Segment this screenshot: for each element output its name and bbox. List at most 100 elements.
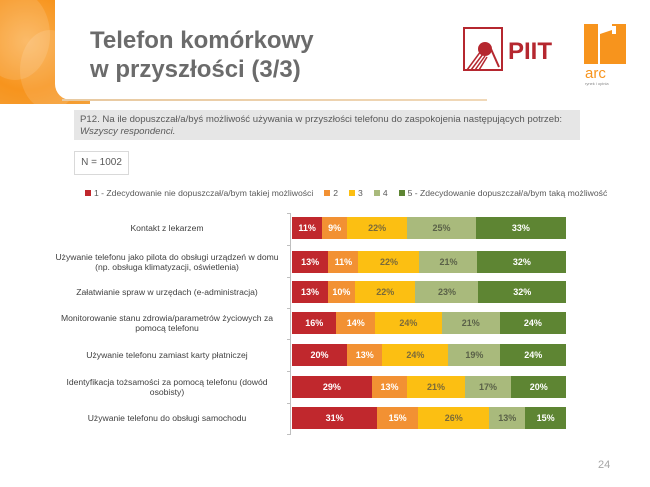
legend-label: 2 <box>333 188 339 198</box>
bar-segment: 32% <box>478 281 567 303</box>
data-label: 26% <box>444 413 463 423</box>
data-label: 24% <box>406 350 425 360</box>
bar-segment: 20% <box>511 376 567 398</box>
bar-segment: 11% <box>328 251 359 273</box>
category-label-line: Używanie telefonu do obsługi samochodu <box>87 412 247 423</box>
axis-tick <box>287 213 290 214</box>
legend-swatch <box>85 190 91 196</box>
data-label: 11% <box>334 257 353 267</box>
data-label: 24% <box>524 350 543 360</box>
piit-logo: PIIT <box>463 27 552 71</box>
bar-segment: 16% <box>292 312 337 334</box>
slide-title-line1: Telefon komórkowy <box>90 27 314 54</box>
question-text: P12. Na ile dopuszczał/a/byś możliwość u… <box>80 114 563 125</box>
category-label-line: (np. obsługa klimatyzacji, oświetlenia) <box>95 262 239 272</box>
axis-tick <box>287 403 290 404</box>
axis-tick <box>287 245 290 246</box>
data-label: 13% <box>355 350 374 360</box>
bar-segment: 21% <box>441 312 500 334</box>
data-label: 13% <box>300 287 319 297</box>
category-label-line: Kontakt z lekarzem <box>130 222 204 233</box>
data-label: 13% <box>380 382 399 392</box>
data-label: 22% <box>368 223 387 233</box>
data-label: 22% <box>376 287 395 297</box>
data-label: 23% <box>437 287 456 297</box>
data-label: 21% <box>439 257 458 267</box>
bar-segment: 33% <box>475 217 567 239</box>
axis-tick <box>287 308 290 309</box>
category-label-line: Monitorowanie stanu zdrowia/parametrów ż… <box>60 312 274 323</box>
bar-segment: 13% <box>292 251 329 273</box>
data-label: 11% <box>298 223 316 233</box>
category-label-line: Identyfikacja tożsamości za pomocą telef… <box>66 376 268 387</box>
category-label-line: pomocą telefonu <box>135 323 199 333</box>
bar-segment: 15% <box>376 407 419 429</box>
legend-item: 4 <box>373 188 388 198</box>
legend-swatch <box>398 190 405 196</box>
bar-segment: 24% <box>382 344 449 366</box>
arc-logo-tagline: rynek i opinia <box>585 81 609 86</box>
legend-label: 3 <box>358 188 363 198</box>
data-label: 15% <box>536 413 555 423</box>
data-label: 24% <box>399 318 418 328</box>
bar-segment: 11% <box>292 217 323 239</box>
axis-tick <box>287 339 290 340</box>
bar-segment: 13% <box>489 407 526 429</box>
data-label: 20% <box>529 382 548 392</box>
data-label: 33% <box>511 223 530 233</box>
data-label: 9% <box>328 223 342 233</box>
bar-segment: 20% <box>292 344 348 366</box>
data-label: 24% <box>523 318 542 328</box>
bar-segment: 26% <box>418 407 490 429</box>
bar-segment: 24% <box>499 312 567 334</box>
bar-segment: 22% <box>358 251 420 273</box>
data-label: 21% <box>426 382 445 392</box>
page-number: 24 <box>598 459 611 471</box>
category-label: Używanie telefonu jako pilota do obsługi… <box>47 252 287 273</box>
data-label: 29% <box>322 382 341 392</box>
bar-segment: 24% <box>375 312 442 334</box>
legend-item: 3 <box>349 188 363 198</box>
category-label: Monitorowanie stanu zdrowia/parametrów ż… <box>47 313 287 334</box>
question-box: P12. Na ile dopuszczał/a/byś możliwość u… <box>74 110 580 140</box>
bar-segment: 15% <box>524 407 567 429</box>
respondents-note: Wszyscy respondenci. <box>80 126 176 137</box>
data-label: 10% <box>332 287 351 297</box>
bar-segment: 25% <box>407 217 476 239</box>
legend-item: 2 <box>324 188 338 198</box>
sample-size-badge: N = 1002 <box>74 151 129 175</box>
category-label-line: Używanie telefonu jako pilota do obsługi… <box>55 251 279 262</box>
data-label: 14% <box>346 318 365 328</box>
legend-label: 1 - Zdecydowanie nie dopuszczał/a/bym ta… <box>94 188 314 198</box>
data-label: 20% <box>310 350 329 360</box>
bar-segment: 9% <box>322 217 348 239</box>
axis-tick <box>287 277 290 278</box>
bar-segment: 13% <box>371 376 408 398</box>
category-label: Załatwianie spraw w urzędach (e-administ… <box>47 287 287 298</box>
bar-segment: 29% <box>292 376 372 398</box>
bar-segment: 22% <box>355 281 416 303</box>
bar-segment: 32% <box>477 251 567 273</box>
arc-logo: arc rynek i opinia <box>584 24 626 86</box>
data-label: 21% <box>461 318 480 328</box>
bar-segment: 21% <box>407 376 465 398</box>
category-label-line: Używanie telefonu zamiast karty płatnicz… <box>86 349 248 360</box>
legend-swatch <box>349 190 356 196</box>
category-label: Używanie telefonu do obsługi samochodu <box>47 413 287 424</box>
bar-segment: 24% <box>500 344 567 366</box>
data-label: 32% <box>512 257 531 267</box>
legend-swatch <box>373 190 380 196</box>
bar-segment: 17% <box>464 376 512 398</box>
bar-segment: 13% <box>292 281 328 303</box>
category-label: Używanie telefonu zamiast karty płatnicz… <box>47 350 287 361</box>
data-label: 16% <box>305 318 324 328</box>
category-label-line: Załatwianie spraw w urzędach (e-administ… <box>76 286 258 297</box>
bar-segment: 22% <box>346 217 408 239</box>
header-panel <box>55 0 650 100</box>
legend-swatch <box>324 190 331 196</box>
axis-tick <box>287 371 290 372</box>
slide-title: Telefon komórkowy w przyszłości (3/3) <box>90 26 430 84</box>
data-label: 17% <box>479 382 498 392</box>
data-label: 13% <box>301 257 320 267</box>
